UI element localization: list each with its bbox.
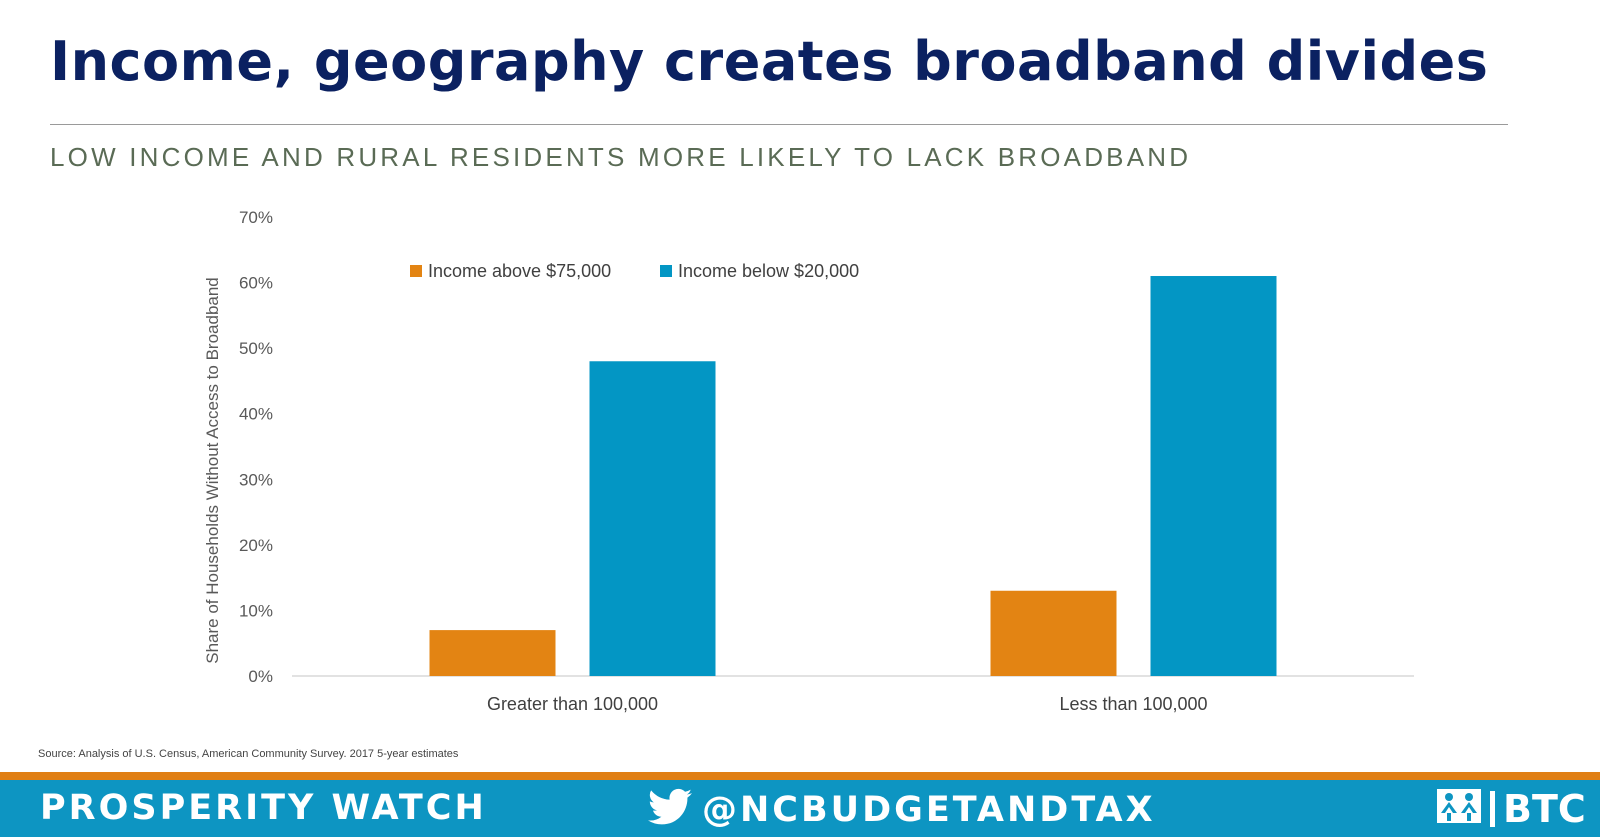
x-category-label: Greater than 100,000 [487,694,658,714]
y-tick-label: 10% [239,601,273,620]
bar-chart: 0% 10% 20% 30% 40% 50% 60% 70% Share of Househol… [203,208,1414,714]
y-tick-label: 20% [239,536,273,555]
footer-brand-label: PROSPERITY WATCH [40,788,487,828]
page-subtitle: LOW INCOME AND RURAL RESIDENTS MORE LIKE… [50,142,1192,172]
page-title: Income, geography creates broadband divi… [50,30,1489,93]
y-tick-label: 70% [239,208,273,227]
legend-swatch [660,265,672,277]
footer-social[interactable]: @NCBUDGETANDTAX [648,788,1156,831]
btc-logo: BTC [1436,786,1586,831]
legend-label: Income above $75,000 [428,261,611,281]
legend-label: Income below $20,000 [678,261,859,281]
bar-income-above-75000 [429,630,556,676]
y-tick-label: 0% [248,667,273,686]
twitter-bird-icon [648,788,692,831]
y-tick-label: 30% [239,470,273,489]
x-category-label: Less than 100,000 [1059,694,1207,714]
twitter-handle: @NCBUDGETANDTAX [702,789,1156,830]
legend-swatch [410,265,422,277]
y-axis-title: Share of Households Without Access to Br… [203,277,222,664]
figures-logo-icon [1436,786,1482,831]
footer-bar: PROSPERITY WATCH @NCBUDGETANDTAX BTC [0,780,1600,837]
logo-divider [1490,790,1495,827]
logo-text: BTC [1503,786,1586,831]
title-divider [50,124,1508,125]
footer-accent-line [0,772,1600,780]
y-tick-label: 40% [239,405,273,424]
y-tick-label: 50% [239,339,273,358]
bar-income-above-75000 [990,590,1117,676]
source-note: Source: Analysis of U.S. Census, America… [38,748,459,760]
bar-income-below-20000 [589,361,716,676]
bar-income-below-20000 [1150,276,1277,676]
y-tick-label: 60% [239,274,273,293]
